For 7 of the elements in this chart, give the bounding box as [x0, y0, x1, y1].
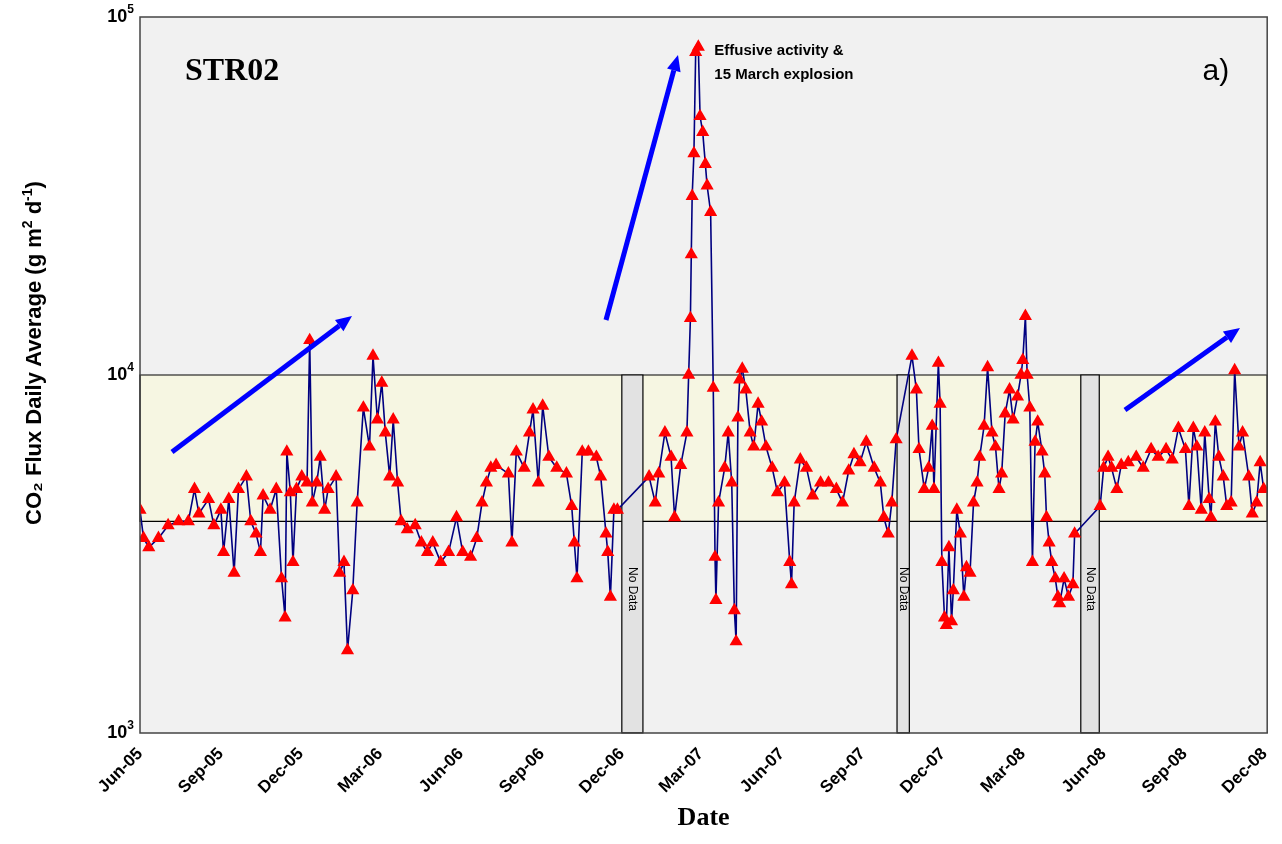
annotation: a) — [1202, 53, 1230, 87]
x-axis-title: Date — [677, 802, 730, 832]
band-label: No Data — [896, 566, 911, 612]
band-label: No Data — [1083, 566, 1098, 612]
annotation: Effusive activity & 15 March explosion — [714, 41, 854, 83]
band-label: No Data — [626, 566, 641, 612]
text: STR02 — [185, 51, 280, 88]
